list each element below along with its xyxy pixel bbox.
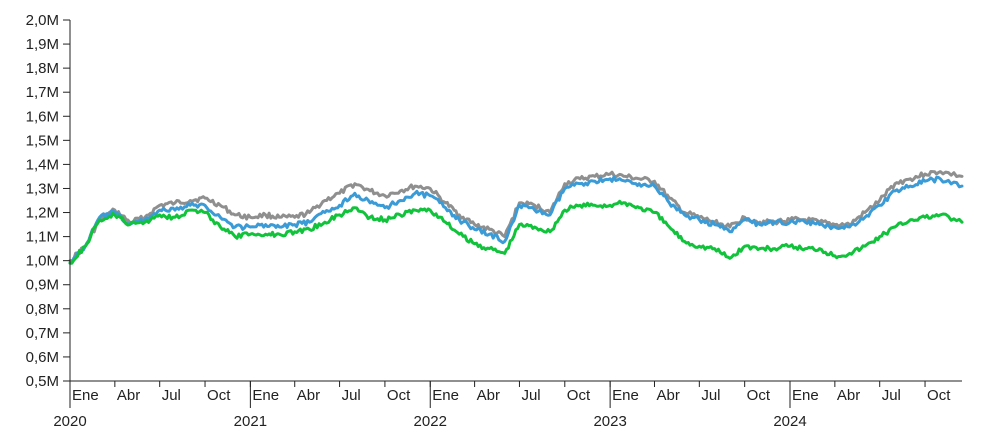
series-layer — [68, 170, 964, 265]
x-month-label: Ene — [792, 387, 819, 404]
x-month-label: Oct — [207, 387, 231, 404]
series-line-2 — [68, 175, 964, 265]
x-month-label: Abr — [656, 387, 679, 404]
y-tick-label: 1,5M — [26, 132, 59, 149]
y-tick-label: 1,2M — [26, 205, 59, 222]
y-tick-label: 2,0M — [26, 12, 59, 29]
y-tick-label: 0,7M — [26, 325, 59, 342]
y-tick-label: 0,8M — [26, 301, 59, 318]
y-tick-label: 1,9M — [26, 36, 59, 53]
y-tick-label: 1,7M — [26, 84, 59, 101]
y-tick-label: 1,1M — [26, 229, 59, 246]
series-line-3 — [68, 199, 964, 265]
x-month-label: Oct — [387, 387, 411, 404]
y-tick-label: 1,0M — [26, 253, 59, 270]
x-month-label: Jul — [701, 387, 720, 404]
y-tick-label: 0,5M — [26, 373, 59, 390]
x-month-label: Jul — [882, 387, 901, 404]
y-tick-label: 1,4M — [26, 156, 59, 173]
x-month-label: Oct — [747, 387, 771, 404]
x-month-label: Jul — [162, 387, 181, 404]
y-tick-label: 0,9M — [26, 277, 59, 294]
x-month-label: Ene — [72, 387, 99, 404]
x-month-label: Abr — [117, 387, 140, 404]
x-month-label: Abr — [477, 387, 500, 404]
x-year-label: 2022 — [414, 413, 447, 430]
x-axis: Ene Abr Jul Oct Ene Abr Jul Oct Ene Abr Jul Oct Ene A… — [53, 381, 951, 430]
y-tick-label: 1,3M — [26, 180, 59, 197]
x-month-label: Jul — [342, 387, 361, 404]
y-tick-label: 1,6M — [26, 108, 59, 125]
x-month-label: Ene — [432, 387, 459, 404]
x-month-label: Ene — [252, 387, 279, 404]
x-year-label: 2024 — [773, 413, 806, 430]
x-month-label: Ene — [612, 387, 639, 404]
x-month-label: Oct — [567, 387, 591, 404]
x-year-label: 2021 — [234, 413, 267, 430]
y-axis: 0,5M 0,6M 0,7M 0,8M 0,9M 1,0M 1,1M 1,2M 1,3M 1,4M… — [26, 12, 70, 390]
x-year-label: 2023 — [593, 413, 626, 430]
x-month-label: Oct — [927, 387, 951, 404]
x-month-label: Abr — [297, 387, 320, 404]
y-tick-label: 1,8M — [26, 60, 59, 77]
x-month-label: Jul — [521, 387, 540, 404]
y-tick-label: 0,6M — [26, 349, 59, 366]
x-month-label: Abr — [837, 387, 860, 404]
x-year-label: 2020 — [53, 413, 86, 430]
